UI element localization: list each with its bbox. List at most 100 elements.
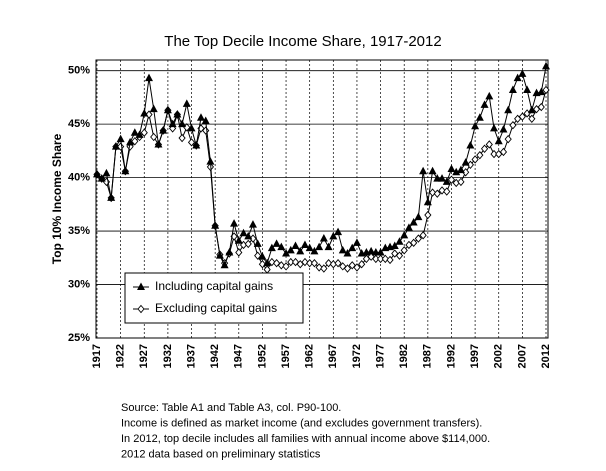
data-point xyxy=(386,255,394,265)
y-tick-label: 30% xyxy=(68,278,90,290)
data-point xyxy=(315,263,323,272)
data-point xyxy=(452,167,461,176)
x-tick-label: 2012 xyxy=(540,344,552,368)
x-tick-label: 1982 xyxy=(398,344,410,368)
data-point xyxy=(395,251,404,260)
data-point xyxy=(239,228,248,237)
data-point xyxy=(494,136,503,145)
data-point xyxy=(537,102,545,112)
x-tick-label: 1917 xyxy=(91,344,103,368)
data-point xyxy=(352,238,361,246)
data-point xyxy=(428,188,437,197)
data-point xyxy=(131,137,139,146)
data-point xyxy=(310,246,319,255)
data-point xyxy=(116,134,125,143)
data-point xyxy=(523,85,532,93)
x-tick-label: 1927 xyxy=(138,344,150,368)
data-point xyxy=(130,128,139,136)
data-point xyxy=(154,139,163,148)
data-point xyxy=(424,210,432,220)
data-point xyxy=(111,142,120,150)
data-point xyxy=(267,243,276,252)
data-point xyxy=(272,239,281,247)
data-point xyxy=(423,197,432,206)
data-point xyxy=(178,133,186,143)
data-point xyxy=(187,138,196,147)
data-point xyxy=(310,258,319,268)
x-tick-label: 1932 xyxy=(162,344,174,368)
data-point xyxy=(527,105,536,114)
data-point xyxy=(395,237,404,245)
data-point xyxy=(220,260,229,269)
data-point xyxy=(390,241,399,250)
data-point xyxy=(126,137,135,146)
data-point xyxy=(282,249,291,257)
data-point xyxy=(305,243,314,252)
x-tick-label: 1942 xyxy=(209,344,221,368)
data-point xyxy=(338,245,347,254)
data-point xyxy=(140,128,148,137)
data-point xyxy=(254,251,262,260)
note: Source: Table A1 and Table A3, col. P90-… xyxy=(121,402,341,414)
x-tick-label: 1947 xyxy=(233,344,245,368)
legend-marker xyxy=(137,304,145,314)
x-tick-label: 1952 xyxy=(256,344,268,368)
x-tick-label: 1987 xyxy=(422,344,434,368)
data-point xyxy=(438,186,446,195)
data-point xyxy=(97,174,106,182)
data-point xyxy=(235,248,243,257)
data-point xyxy=(499,125,508,133)
data-point xyxy=(287,257,295,267)
data-point xyxy=(475,113,484,121)
y-tick-label: 35% xyxy=(68,225,90,237)
data-point xyxy=(291,257,300,267)
data-point xyxy=(537,87,546,96)
data-point xyxy=(509,121,517,130)
data-point xyxy=(273,258,281,268)
data-point xyxy=(376,247,385,256)
data-point xyxy=(173,110,182,118)
data-point xyxy=(391,249,399,258)
x-tick-label: 1997 xyxy=(469,344,481,368)
data-point xyxy=(244,239,252,249)
data-point xyxy=(353,263,361,272)
data-point xyxy=(419,231,427,240)
data-point xyxy=(419,166,428,175)
data-point xyxy=(442,177,451,185)
data-point xyxy=(508,85,517,93)
data-point xyxy=(320,264,328,273)
data-point xyxy=(291,241,300,250)
data-point xyxy=(282,262,290,271)
data-point xyxy=(253,239,262,247)
data-point xyxy=(102,168,111,177)
data-point xyxy=(192,141,201,149)
data-point xyxy=(381,254,389,264)
data-point xyxy=(490,149,498,159)
data-point xyxy=(513,73,522,82)
chart-title: The Top Decile Income Share, 1917-2012 xyxy=(164,33,441,50)
y-axis-label: Top 10% Income Share xyxy=(50,133,64,264)
data-point xyxy=(348,243,357,252)
x-tick-label: 2002 xyxy=(493,344,505,368)
data-point xyxy=(215,251,224,259)
data-point xyxy=(490,123,499,132)
data-point xyxy=(447,175,456,184)
data-point xyxy=(400,246,408,255)
data-point xyxy=(234,236,243,244)
data-point xyxy=(542,85,550,95)
data-point xyxy=(461,158,470,166)
data-point xyxy=(471,121,480,130)
data-point xyxy=(518,69,527,77)
data-point xyxy=(319,234,328,242)
data-point xyxy=(504,134,512,144)
data-point xyxy=(447,164,456,173)
legend-marker xyxy=(137,282,145,290)
data-point xyxy=(485,91,494,100)
data-point xyxy=(196,113,205,121)
note: 2012 data based on preliminary statistic… xyxy=(121,448,321,460)
data-point xyxy=(93,169,101,178)
data-point xyxy=(414,234,422,243)
data-point xyxy=(518,112,526,121)
data-point xyxy=(145,110,153,119)
